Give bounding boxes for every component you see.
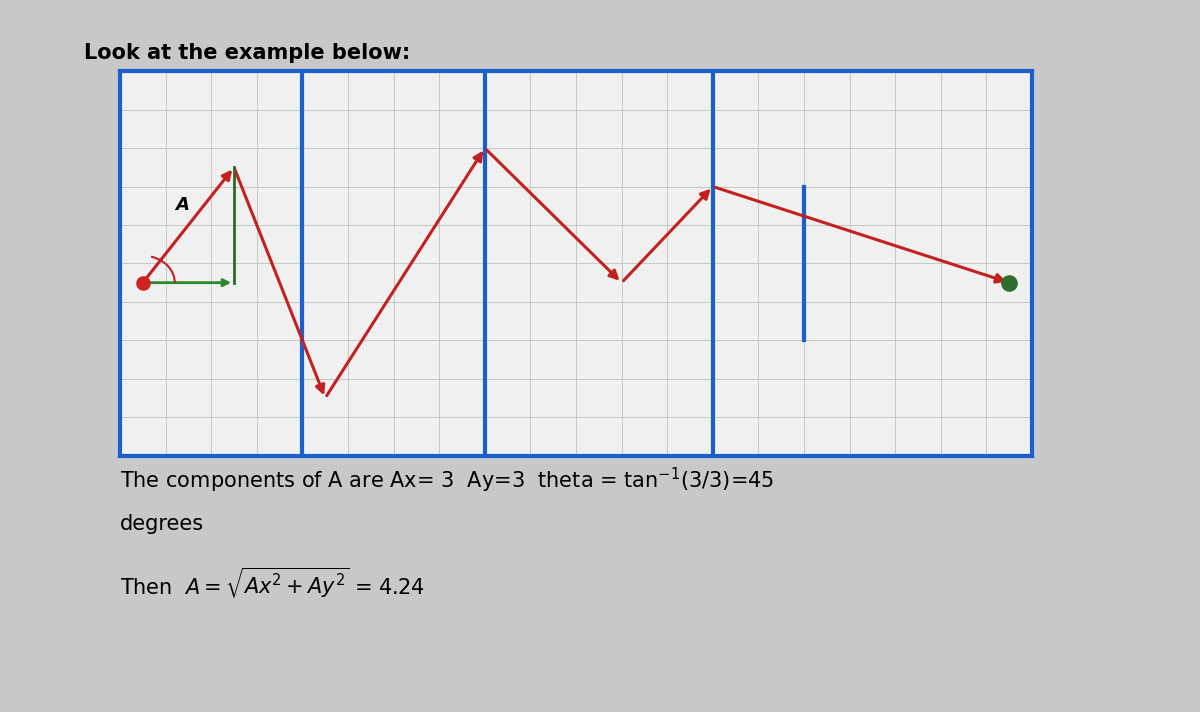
Text: Then  $A = \sqrt{Ax^2 + Ay^2}$ = 4.24: Then $A = \sqrt{Ax^2 + Ay^2}$ = 4.24 [120, 565, 425, 600]
Text: Look at the example below:: Look at the example below: [84, 43, 410, 63]
Text: A: A [175, 196, 188, 214]
Text: The components of A are Ax= 3  Ay=3  theta = tan$^{-1}$(3/3)=45: The components of A are Ax= 3 Ay=3 theta… [120, 466, 774, 495]
Point [1000, 277, 1019, 288]
Text: degrees: degrees [120, 515, 204, 535]
Point [133, 277, 152, 288]
